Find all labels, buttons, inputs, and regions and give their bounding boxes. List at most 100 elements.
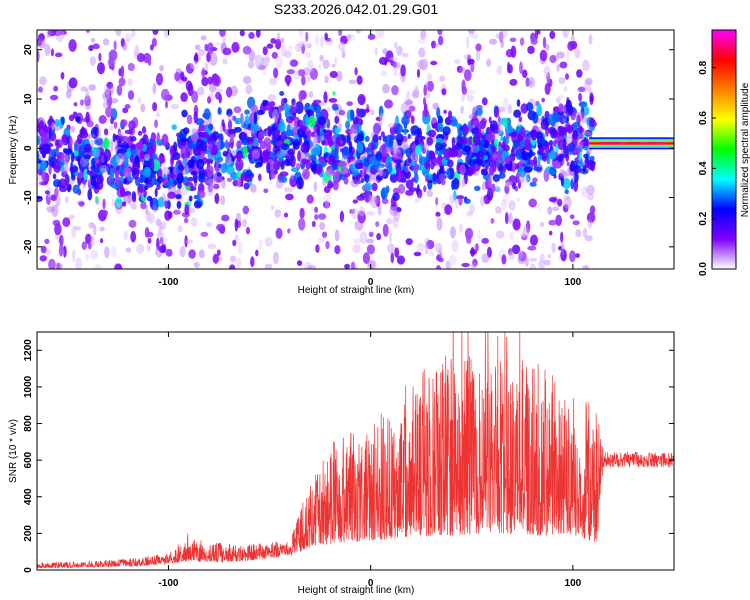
spectrogram-blob bbox=[539, 221, 545, 228]
spectrogram-blob bbox=[307, 265, 316, 269]
spectrogram-blob bbox=[177, 225, 183, 233]
spectrogram-blob bbox=[504, 184, 510, 195]
spectrogram-blob bbox=[395, 149, 401, 155]
spectrogram-blob bbox=[61, 133, 68, 143]
spectrogram-blob bbox=[83, 143, 92, 152]
spectrogram-blob bbox=[141, 126, 147, 134]
spectrogram-blob bbox=[193, 194, 199, 200]
spectrogram-blob bbox=[75, 116, 81, 123]
spectrogram-blob bbox=[468, 113, 477, 120]
spectrogram-blob bbox=[198, 131, 205, 137]
spectrogram-blob bbox=[244, 175, 253, 182]
spectrogram-blob bbox=[481, 97, 488, 106]
spectrogram-blob bbox=[518, 116, 523, 123]
spectrogram-blob bbox=[442, 126, 451, 136]
spectrogram-blob bbox=[184, 235, 188, 248]
spectrogram-blob bbox=[299, 125, 308, 132]
spectrogram-blob bbox=[499, 30, 508, 39]
spectrogram-blob bbox=[179, 245, 186, 258]
spectrogram-blob bbox=[573, 180, 579, 192]
spectrogram-blob bbox=[431, 40, 436, 49]
spectrogram-blob bbox=[471, 118, 478, 126]
spectrogram-blob bbox=[216, 223, 226, 232]
spectrogram-blob bbox=[558, 103, 564, 113]
spectrogram-blob bbox=[38, 86, 43, 93]
spectrogram-blob bbox=[256, 109, 264, 116]
spectrogram-blob bbox=[128, 219, 137, 228]
spectrogram-blob bbox=[394, 62, 401, 69]
spectrogram-blob bbox=[363, 191, 372, 203]
spectrogram-blob bbox=[433, 43, 439, 48]
spectrogram-blob bbox=[65, 89, 72, 99]
spectrogram-blob bbox=[304, 153, 313, 161]
spectrogram-blob bbox=[280, 175, 288, 183]
spectrogram-blob bbox=[572, 130, 579, 140]
spectrogram-blob bbox=[100, 238, 104, 244]
spectrogram-blob bbox=[502, 165, 507, 174]
spectrogram-blob bbox=[332, 91, 336, 96]
spectrogram-blob bbox=[92, 147, 100, 159]
spectrogram-blob bbox=[394, 247, 400, 258]
spectrogram-blob bbox=[338, 30, 343, 36]
spectrogram-y-tick-label: 10 bbox=[23, 93, 34, 105]
spectrogram-blob bbox=[294, 42, 303, 53]
snr-series-line bbox=[37, 332, 674, 570]
colorbar-ticks: 0.0 0.2 0.4 0.6 0.8 bbox=[698, 60, 716, 276]
spectrogram-blob bbox=[468, 30, 475, 34]
spectrogram-blob bbox=[319, 222, 326, 231]
spectrogram-blob bbox=[313, 103, 322, 114]
spectrogram-blob bbox=[589, 117, 596, 128]
spectrogram-blob bbox=[437, 122, 444, 132]
spectrogram-blob bbox=[217, 249, 221, 256]
spectrogram-blob bbox=[109, 167, 114, 178]
spectrogram-blob bbox=[529, 234, 539, 246]
spectrogram-blob bbox=[310, 160, 317, 173]
spectrogram-blob bbox=[123, 194, 132, 204]
spectrogram-blob bbox=[525, 220, 531, 233]
spectrogram-blob bbox=[303, 261, 313, 269]
spectrogram-blob bbox=[520, 126, 526, 138]
spectrogram-blob bbox=[122, 107, 129, 114]
spectrogram-blob bbox=[110, 98, 119, 104]
spectrogram-blob bbox=[246, 137, 254, 142]
spectrogram-blob bbox=[262, 71, 267, 76]
spectral-line-peak bbox=[599, 142, 610, 145]
spectrogram-blob bbox=[259, 62, 269, 68]
spectrogram-blob bbox=[228, 149, 237, 154]
spectrogram-blob bbox=[584, 235, 593, 242]
spectrogram-blob bbox=[102, 91, 110, 101]
spectrogram-blob bbox=[378, 135, 382, 141]
spectrogram-blob bbox=[490, 144, 496, 153]
spectrogram-blob bbox=[519, 61, 523, 74]
spectrogram-blob bbox=[90, 139, 94, 149]
spectrogram-blob bbox=[46, 206, 55, 213]
spectrogram-blob bbox=[500, 39, 505, 49]
spectrogram-blob bbox=[254, 137, 258, 147]
spectrogram-blob bbox=[367, 259, 377, 269]
spectrogram-blob bbox=[301, 43, 306, 54]
spectrogram-blob bbox=[354, 67, 358, 76]
spectrogram-blob bbox=[441, 88, 447, 96]
spectrogram-blob bbox=[370, 109, 375, 116]
spectrogram-blob bbox=[154, 188, 158, 198]
spectrogram-blob bbox=[190, 130, 199, 143]
spectrogram-blob bbox=[392, 144, 402, 153]
spectrogram-blob bbox=[410, 115, 415, 124]
spectrogram-blob bbox=[558, 77, 566, 85]
spectrogram-blob bbox=[124, 129, 134, 135]
spectrogram-blob bbox=[275, 227, 283, 239]
spectrogram-blob bbox=[188, 195, 193, 202]
spectrogram-blob bbox=[80, 86, 88, 92]
spectrogram-blob bbox=[321, 231, 328, 238]
spectrogram-blob bbox=[547, 206, 553, 215]
spectrogram-blob bbox=[324, 75, 329, 84]
spectrogram-blob bbox=[234, 234, 240, 242]
spectrogram-blob bbox=[360, 177, 365, 184]
spectrogram-blob bbox=[242, 45, 252, 55]
spectrogram-blob bbox=[187, 159, 193, 168]
spectrogram-blob bbox=[393, 67, 398, 76]
spectrogram-blob bbox=[161, 157, 166, 164]
spectrogram-blob bbox=[455, 195, 465, 200]
spectrogram-blob bbox=[573, 165, 582, 174]
spectrogram-blob bbox=[364, 108, 370, 113]
